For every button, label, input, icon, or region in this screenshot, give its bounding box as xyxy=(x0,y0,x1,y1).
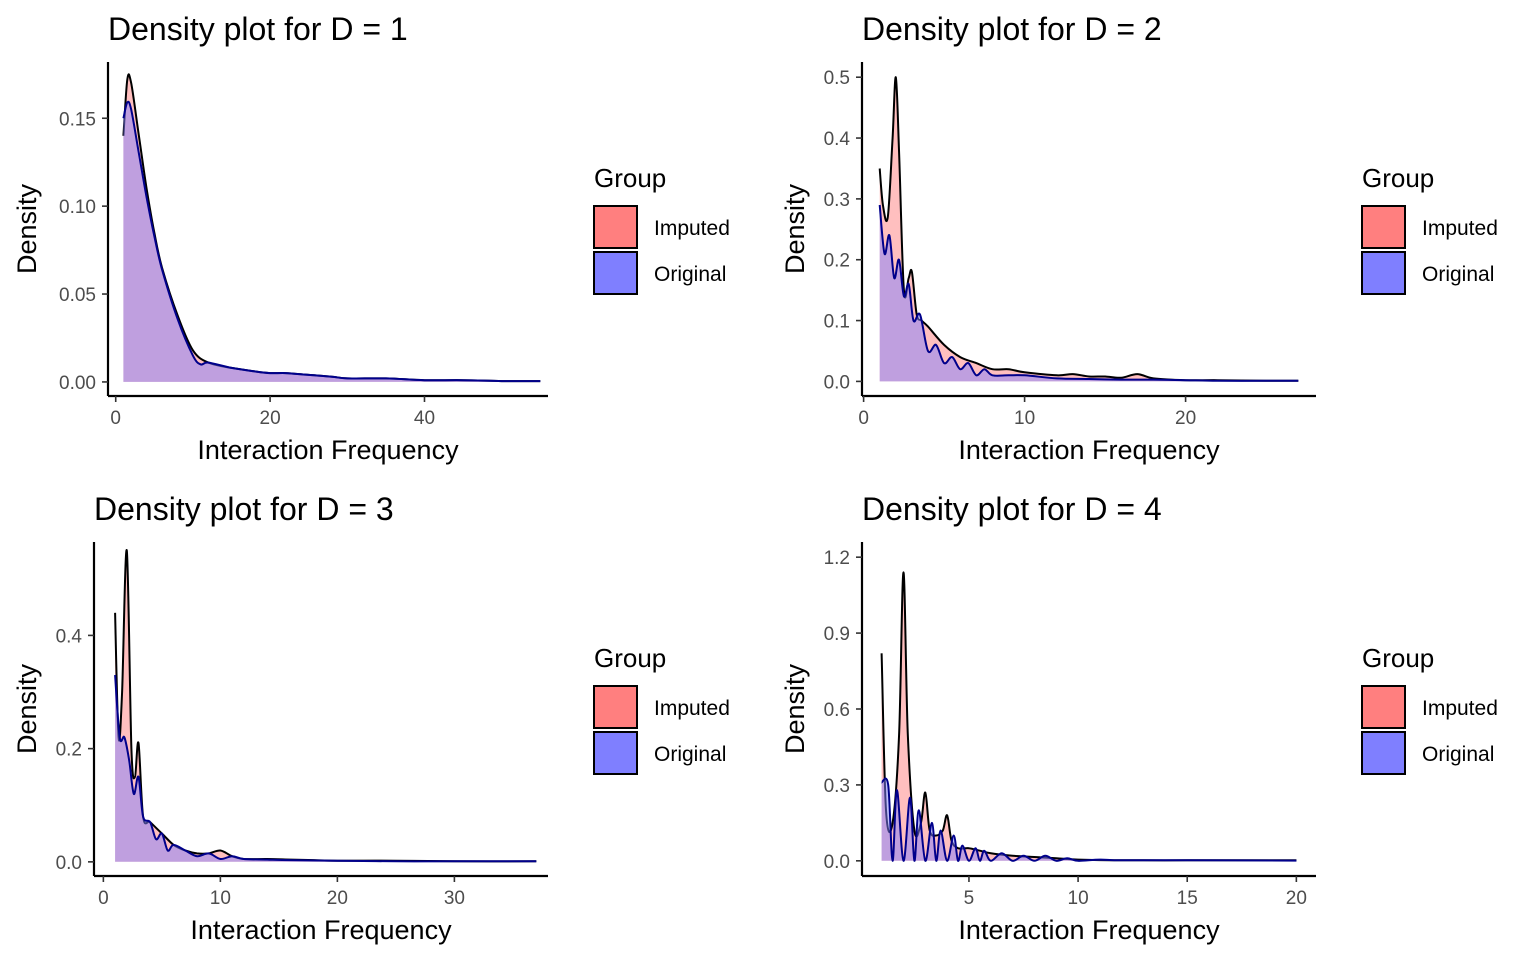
legend-key-imputed xyxy=(593,685,638,729)
y-tick-label: 0.15 xyxy=(59,109,96,130)
x-axis-title: Interaction Frequency xyxy=(958,915,1220,945)
line-imputed xyxy=(880,571,1297,862)
line-original xyxy=(880,777,1297,862)
legend-label-imputed: Imputed xyxy=(654,697,730,720)
x-tick-label: 10 xyxy=(1068,888,1089,909)
line-original xyxy=(114,674,537,863)
x-axis-title: Interaction Frequency xyxy=(958,435,1220,465)
x-axis-title: Interaction Frequency xyxy=(197,435,459,465)
y-tick-label: 0.2 xyxy=(56,740,82,761)
y-tick-label: 0.5 xyxy=(824,68,850,89)
legend-label-original: Original xyxy=(654,263,726,286)
x-tick-label: 30 xyxy=(444,888,465,909)
legend-label-original: Original xyxy=(1422,743,1494,766)
panel-4: 5 10 15 20 0.0 0.3 0.6 0.9 1.2 Density plot for D… xyxy=(780,491,1498,945)
area-original xyxy=(123,101,541,382)
legend-label-original: Original xyxy=(1422,263,1494,286)
chart-title: Density plot for D = 1 xyxy=(108,11,408,47)
legend: Group Imputed Original xyxy=(1361,163,1498,295)
chart-title: Density plot for D = 4 xyxy=(862,491,1162,527)
x-axis-title: Interaction Frequency xyxy=(190,915,452,945)
legend-title: Group xyxy=(1362,643,1434,673)
line-original xyxy=(122,100,541,383)
panel-2: 0 10 20 0.0 0.1 0.2 0.3 0.4 0.5 Density plot for … xyxy=(780,11,1498,465)
legend-title: Group xyxy=(594,643,666,673)
y-tick-label: 0.10 xyxy=(59,197,96,218)
legend: Group Imputed Original xyxy=(593,163,730,295)
y-tick-label: 0.6 xyxy=(824,700,850,721)
y-tick-label: 0.05 xyxy=(59,285,96,306)
x-tick-label: 0 xyxy=(858,408,869,429)
x-tick-label: 10 xyxy=(210,888,231,909)
legend-key-imputed xyxy=(593,205,638,249)
legend-key-original xyxy=(593,731,638,775)
y-tick-label: 0.9 xyxy=(824,624,850,645)
y-axis-title: Density xyxy=(12,183,42,274)
legend-title: Group xyxy=(1362,163,1434,193)
y-axis-title: Density xyxy=(12,663,42,754)
y-tick-label: 0.0 xyxy=(824,852,850,873)
y-axis-title: Density xyxy=(780,183,810,274)
x-tick-label: 10 xyxy=(1014,408,1035,429)
line-imputed xyxy=(114,549,537,863)
area-imputed xyxy=(881,572,1297,861)
x-tick-label: 20 xyxy=(1175,408,1196,429)
y-tick-label: 0.2 xyxy=(824,251,850,272)
y-tick-label: 0.0 xyxy=(56,853,82,874)
area-original xyxy=(115,675,537,862)
y-tick-label: 0.00 xyxy=(59,373,96,394)
line-imputed xyxy=(878,76,1299,382)
legend: Group Imputed Original xyxy=(1361,643,1498,775)
legend-key-imputed xyxy=(1361,205,1406,249)
legend: Group Imputed Original xyxy=(593,643,730,775)
x-tick-label: 5 xyxy=(964,888,975,909)
legend-key-original xyxy=(1361,251,1406,295)
y-tick-label: 0.0 xyxy=(824,372,850,393)
y-tick-label: 0.3 xyxy=(824,776,850,797)
chart-title: Density plot for D = 2 xyxy=(862,11,1162,47)
legend-label-imputed: Imputed xyxy=(654,217,730,240)
legend-key-imputed xyxy=(1361,685,1406,729)
area-imputed xyxy=(879,77,1299,382)
x-tick-label: 0 xyxy=(98,888,109,909)
legend-label-imputed: Imputed xyxy=(1422,217,1498,240)
x-tick-label: 0 xyxy=(110,408,121,429)
panel-3: 0 10 20 30 0.0 0.2 0.4 Density plot for D = 3 In… xyxy=(12,491,730,945)
legend-key-original xyxy=(593,251,638,295)
y-axis-title: Density xyxy=(780,663,810,754)
x-tick-label: 40 xyxy=(414,408,435,429)
x-tick-label: 20 xyxy=(1286,888,1307,909)
legend-key-original xyxy=(1361,731,1406,775)
y-tick-label: 0.1 xyxy=(824,312,850,333)
area-original xyxy=(879,205,1299,382)
line-original xyxy=(878,204,1299,382)
x-tick-label: 15 xyxy=(1177,888,1198,909)
line-imputed xyxy=(122,73,541,383)
chart-title: Density plot for D = 3 xyxy=(94,491,394,527)
y-tick-label: 0.3 xyxy=(824,190,850,211)
legend-title: Group xyxy=(594,163,666,193)
panel-1: 0 20 40 0.00 0.05 0.10 0.15 Density plot for D … xyxy=(12,11,730,465)
x-tick-label: 20 xyxy=(327,888,348,909)
x-tick-label: 20 xyxy=(260,408,281,429)
legend-label-imputed: Imputed xyxy=(1422,697,1498,720)
y-tick-label: 0.4 xyxy=(56,626,83,647)
y-tick-label: 1.2 xyxy=(824,548,850,569)
area-imputed xyxy=(115,549,537,862)
y-tick-label: 0.4 xyxy=(824,129,851,150)
legend-label-original: Original xyxy=(654,743,726,766)
